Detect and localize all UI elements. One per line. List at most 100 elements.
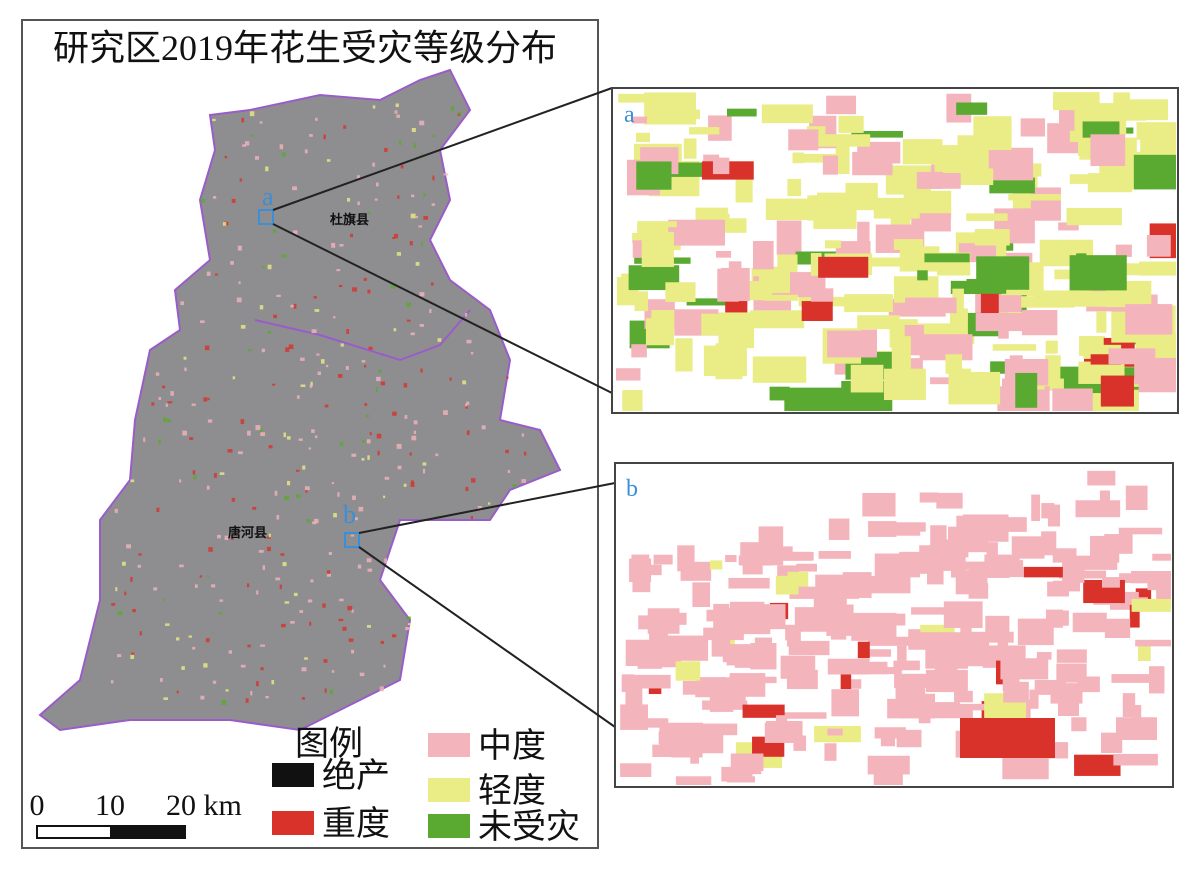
speckle-dot [350, 233, 354, 238]
speckle-dot [380, 640, 385, 644]
inset-marker: a [262, 182, 274, 211]
pixel [1148, 666, 1165, 694]
speckle-dot [333, 513, 337, 518]
speckle-dot [406, 302, 412, 308]
speckle-dot [411, 480, 414, 484]
pixel [966, 213, 1008, 221]
speckle-dot [308, 447, 311, 450]
scale-bar: 0 10 20 km [30, 789, 242, 839]
pixel [709, 693, 734, 712]
pixel [932, 527, 947, 542]
pixel [1070, 291, 1111, 307]
pixel [818, 551, 851, 559]
speckle-dot [273, 314, 277, 319]
pixel [1003, 681, 1029, 703]
pixel [761, 104, 813, 124]
speckle-dot [400, 165, 404, 169]
pixel [811, 288, 834, 302]
speckle-dot [323, 659, 328, 663]
pixel [634, 291, 648, 312]
pixel [708, 115, 732, 141]
speckle-dot [393, 328, 397, 332]
speckle-dot [212, 118, 216, 122]
speckle-dot [271, 679, 275, 685]
speckle-dot [384, 476, 390, 480]
speckle-dot [245, 698, 249, 703]
speckle-dot [155, 372, 160, 376]
pixel [973, 116, 1012, 151]
pixel [750, 310, 805, 329]
pixel [1131, 598, 1171, 612]
pixel [918, 695, 931, 724]
speckle-dot [266, 536, 271, 539]
speckle-dot [217, 534, 221, 539]
speckle-dot [311, 329, 317, 334]
speckle-dot [130, 479, 135, 483]
speckle-dot [422, 462, 427, 466]
speckle-dot [205, 638, 210, 643]
pixel [625, 686, 643, 710]
pixel [1069, 255, 1127, 291]
pixel [1133, 154, 1176, 190]
speckle-dot [347, 605, 353, 611]
pixel [1152, 553, 1171, 561]
speckle-dot [396, 443, 402, 449]
pixel [1017, 618, 1054, 646]
speckle-dot [471, 478, 476, 483]
speckle-dot [357, 564, 362, 569]
pixel [1008, 194, 1062, 201]
pixel [1108, 348, 1156, 365]
legend-swatch [428, 814, 470, 838]
pixel [765, 198, 817, 221]
speckle-dot [347, 197, 351, 202]
pixel [817, 134, 871, 147]
speckle-dot [260, 644, 266, 647]
speckle-dot [391, 634, 397, 638]
speckle-dot [314, 518, 319, 524]
speckle-dot [354, 517, 358, 521]
speckle-dot [111, 602, 116, 606]
speckle-dot [238, 281, 241, 285]
speckle-dot [523, 451, 527, 456]
speckle-dot [506, 376, 509, 379]
pixel [726, 644, 750, 666]
pixel [742, 604, 786, 630]
pixel [695, 677, 726, 698]
pixel [675, 661, 701, 681]
speckle-dot [314, 309, 320, 312]
speckle-dot [267, 331, 272, 334]
speckle-dot [261, 348, 265, 353]
speckle-dot [239, 178, 242, 182]
speckle-dot [284, 601, 290, 604]
pixel [1075, 500, 1121, 518]
speckle-dot [331, 242, 336, 248]
speckle-dot [175, 637, 180, 641]
scale-label: 20 km [166, 789, 242, 822]
pixel [950, 557, 963, 578]
pixel [1096, 311, 1107, 333]
pixel [661, 635, 709, 661]
pixel [1156, 581, 1171, 602]
pixel [1136, 122, 1176, 140]
legend-label: 未受灾 [478, 808, 580, 846]
pixel [735, 173, 753, 203]
pixel [929, 705, 973, 719]
pixel [1052, 580, 1081, 592]
speckle-dot [410, 213, 416, 219]
pixel [718, 312, 755, 349]
speckle-dot [231, 497, 235, 502]
pixel [1002, 753, 1049, 780]
speckle-dot [272, 383, 276, 386]
pixel [649, 629, 669, 655]
pixel [787, 178, 802, 197]
speckle-dot [116, 654, 122, 658]
pixel [1125, 485, 1148, 511]
speckle-dot [228, 650, 232, 654]
pixel [754, 637, 773, 661]
inset-b-pixels [620, 470, 1171, 785]
pixel [952, 288, 964, 323]
speckle-dot [403, 483, 407, 487]
speckle-dot [372, 105, 376, 109]
speckle-dot [301, 667, 307, 672]
pixel [689, 127, 720, 135]
